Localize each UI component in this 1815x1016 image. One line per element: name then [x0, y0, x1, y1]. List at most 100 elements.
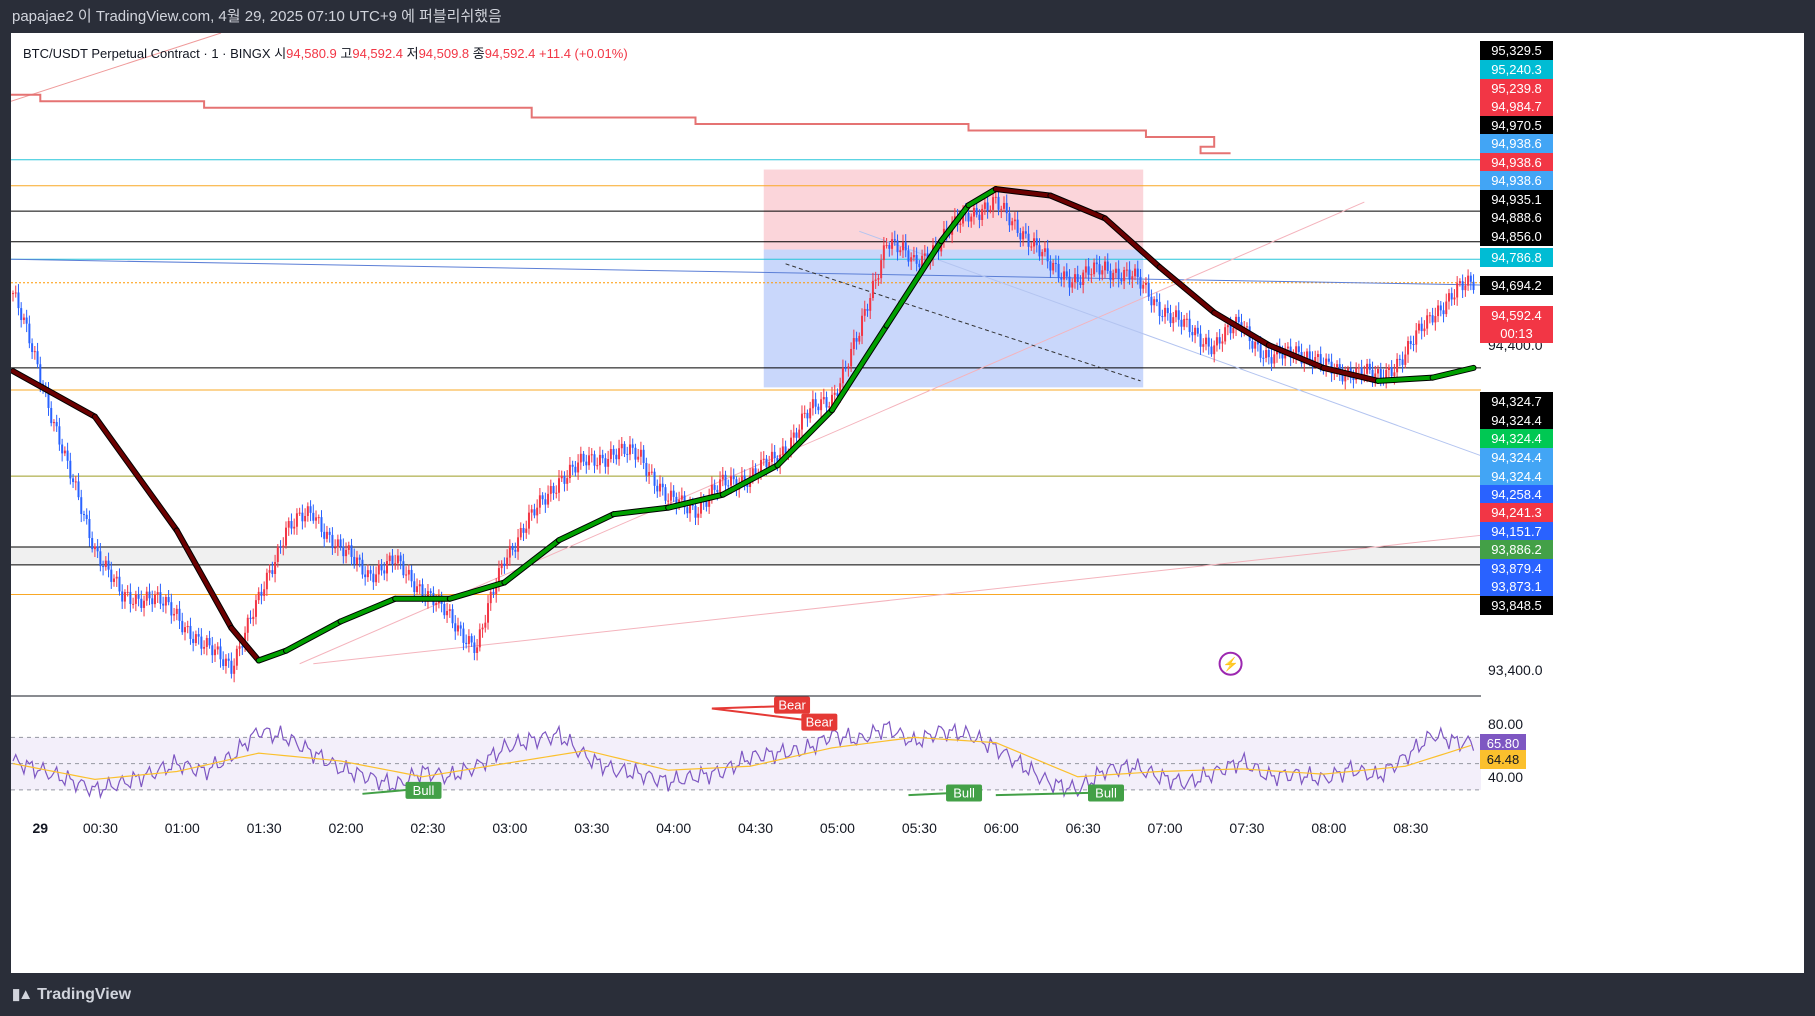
candle-body [309, 506, 312, 513]
candle-body [721, 474, 724, 480]
ma-line-segment [830, 323, 889, 413]
ma-line-segment [993, 187, 1053, 198]
candle-body [536, 507, 539, 516]
candle-body [358, 557, 361, 560]
chart-frame[interactable]: Bull Bear Bear Bull Bull ⚡ 29 00:30 01:00 01:30 02… [11, 33, 1804, 973]
candle-body [623, 443, 626, 454]
candle-body [205, 638, 208, 647]
publish-header: papajae2 이 TradingView.com, 4월 29, 2025 … [0, 0, 1815, 33]
candle-body [672, 490, 675, 497]
candle-body [219, 646, 222, 660]
tradingview-logo-icon: ▮▲ [12, 986, 33, 1003]
candle-body [1379, 369, 1382, 378]
candle-body [145, 591, 148, 601]
candle-body [110, 569, 113, 582]
candle-body [484, 622, 487, 628]
tradingview-logo[interactable]: ▮▲ TradingView [12, 973, 131, 1016]
candle-body [514, 549, 517, 552]
candle-body [323, 531, 326, 539]
candle-body [762, 458, 765, 460]
candle-body [923, 253, 926, 256]
candle-body [618, 448, 621, 460]
candle-body [1013, 219, 1016, 222]
candle-body [263, 589, 266, 596]
candle-body [372, 573, 375, 583]
price-scale-label: 94,786.8 [1480, 248, 1553, 267]
price-scale-label: 94,324.4 [1480, 429, 1553, 448]
candle-body [1052, 262, 1055, 271]
candle-body [271, 570, 274, 574]
candle-body [800, 413, 803, 430]
candle-body [1073, 274, 1076, 283]
candle-body [970, 216, 973, 222]
footer-bar: ▮▲ TradingView [0, 973, 1815, 1016]
candle-body [1469, 275, 1472, 282]
candle-body [47, 390, 50, 408]
candle-body [1166, 307, 1169, 314]
candle-body [276, 546, 279, 562]
symbol-name[interactable]: BTC/USDT Perpetual Contract · 1 · BINGX [23, 46, 271, 61]
candle-body [467, 636, 470, 644]
candle-body [1011, 221, 1014, 226]
candle-body [1352, 378, 1355, 381]
ma-line-segment [92, 414, 179, 533]
candle-body [1155, 299, 1158, 302]
candle-body [967, 213, 970, 222]
candle-body [1396, 358, 1399, 373]
candle-body [863, 308, 866, 316]
candle-body [295, 513, 298, 527]
candle-body [593, 454, 596, 466]
candle-body [364, 574, 367, 578]
candle-body [148, 591, 151, 599]
candle-body [1439, 305, 1442, 311]
rsi-ma-line [12, 736, 1472, 780]
candle-body [298, 512, 301, 514]
candle-body [724, 474, 727, 486]
candle-body [1180, 319, 1183, 327]
ma-line-segment [284, 619, 343, 653]
candle-body [1336, 364, 1339, 372]
candle-body [732, 475, 735, 480]
candle-body [194, 634, 197, 644]
x-tick-label: 06:00 [984, 820, 1019, 836]
candle-body [1393, 372, 1396, 377]
candle-body [525, 528, 528, 533]
candle-body [503, 563, 506, 566]
candle-body [167, 596, 170, 603]
candle-body [1344, 373, 1347, 382]
candle-body [1259, 344, 1262, 358]
candle-body [667, 500, 670, 502]
candle-body [915, 255, 918, 264]
candle-body [628, 444, 631, 455]
candle-body [1033, 238, 1036, 247]
candle-body [380, 564, 383, 571]
close-label: 종 [472, 46, 485, 61]
candle-body [579, 453, 582, 463]
candle-body [1281, 353, 1284, 359]
candle-body [1270, 357, 1273, 364]
candle-body [511, 545, 514, 550]
candle-body [1245, 326, 1248, 328]
candle-body [1218, 337, 1221, 344]
support-zone-box [11, 547, 1481, 565]
candle-body [538, 495, 541, 508]
candle-body [1458, 281, 1461, 284]
x-tick-label: 03:30 [574, 820, 609, 836]
candle-body [896, 240, 899, 253]
candle-body [1453, 297, 1456, 300]
candle-body [1232, 327, 1235, 334]
candle-body [407, 569, 410, 575]
candle-body [1060, 277, 1063, 280]
candle-body [1043, 248, 1046, 252]
candle-body [353, 556, 356, 565]
candle-body [249, 617, 252, 620]
candle-body [547, 493, 550, 505]
candle-body [1251, 340, 1254, 349]
candle-body [339, 539, 342, 547]
candle-body [590, 454, 593, 456]
low-label: 저 [406, 46, 419, 61]
candle-body [893, 239, 896, 241]
candle-body [841, 367, 844, 384]
candle-body [189, 625, 192, 639]
